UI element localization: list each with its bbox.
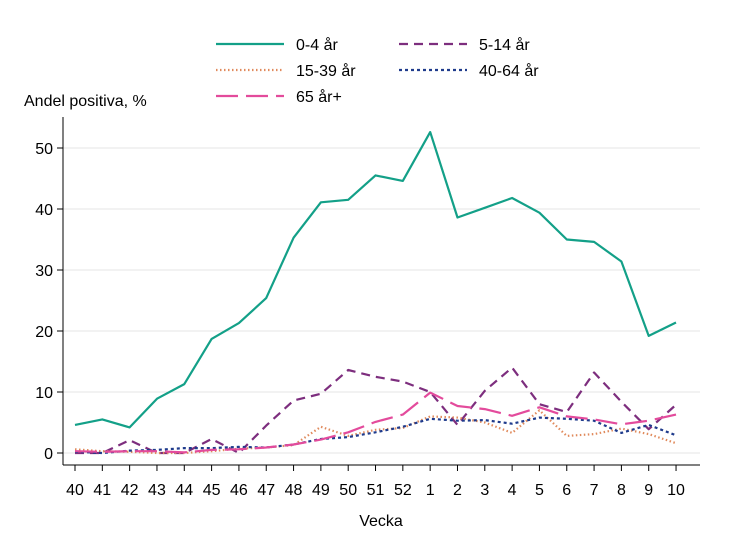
x-axis: 40 41 42 43 44 45 46 47 48 49 50 51 52 1 2 3 4 5 6 7 8 9 10 [63, 464, 700, 499]
x-tick-label: 7 [590, 482, 599, 499]
y-tick-label: 10 [35, 385, 53, 402]
gridlines [63, 147, 700, 454]
x-tick-label: 3 [480, 482, 489, 499]
legend-label: 5-14 år [479, 36, 530, 54]
x-tick-label: 2 [453, 482, 462, 499]
legend-label: 15-39 år [296, 62, 356, 80]
x-tick-label: 6 [562, 482, 571, 499]
x-tick-label: 4 [508, 482, 517, 499]
x-tick-label: 10 [667, 482, 685, 499]
x-tick-label: 40 [66, 482, 84, 499]
series-line-65-r- [74, 391, 677, 454]
series-line-5-14-r [75, 366, 677, 455]
x-tick-label: 51 [367, 482, 385, 499]
x-tick-label: 43 [148, 482, 166, 499]
series-line-40-64-r [74, 416, 677, 455]
legend-label: 65 år+ [296, 88, 342, 106]
y-tick-label: 20 [35, 324, 53, 341]
series-lines [74, 131, 677, 455]
x-tick-label: 8 [617, 482, 626, 499]
y-axis: 0 10 20 30 40 50 [35, 117, 64, 465]
series-line-0-4-r [74, 131, 677, 429]
x-tick-label: 1 [426, 482, 435, 499]
x-tick-label: 42 [121, 482, 139, 499]
legend: 0-4 år 5-14 år 15-39 år 40-64 år 65 år+ [216, 36, 539, 106]
x-axis-title: Vecka [359, 513, 403, 530]
x-tick-label: 45 [203, 482, 221, 499]
x-tick-label: 5 [535, 482, 544, 499]
legend-label: 40-64 år [479, 62, 539, 80]
x-tick-label: 48 [285, 482, 303, 499]
y-tick-label: 50 [35, 141, 53, 158]
legend-label: 0-4 år [296, 36, 338, 54]
y-tick-label: 40 [35, 202, 53, 219]
x-tick-label: 46 [230, 482, 248, 499]
x-tick-label: 44 [175, 482, 193, 499]
y-tick-label: 0 [44, 446, 53, 463]
x-tick-label: 49 [312, 482, 330, 499]
x-tick-label: 9 [644, 482, 653, 499]
x-tick-label: 47 [257, 482, 275, 499]
x-tick-label: 50 [339, 482, 357, 499]
y-axis-title: Andel positiva, % [24, 93, 147, 110]
x-tick-label: 52 [394, 482, 412, 499]
y-tick-label: 30 [35, 263, 53, 280]
x-tick-label: 41 [93, 482, 111, 499]
